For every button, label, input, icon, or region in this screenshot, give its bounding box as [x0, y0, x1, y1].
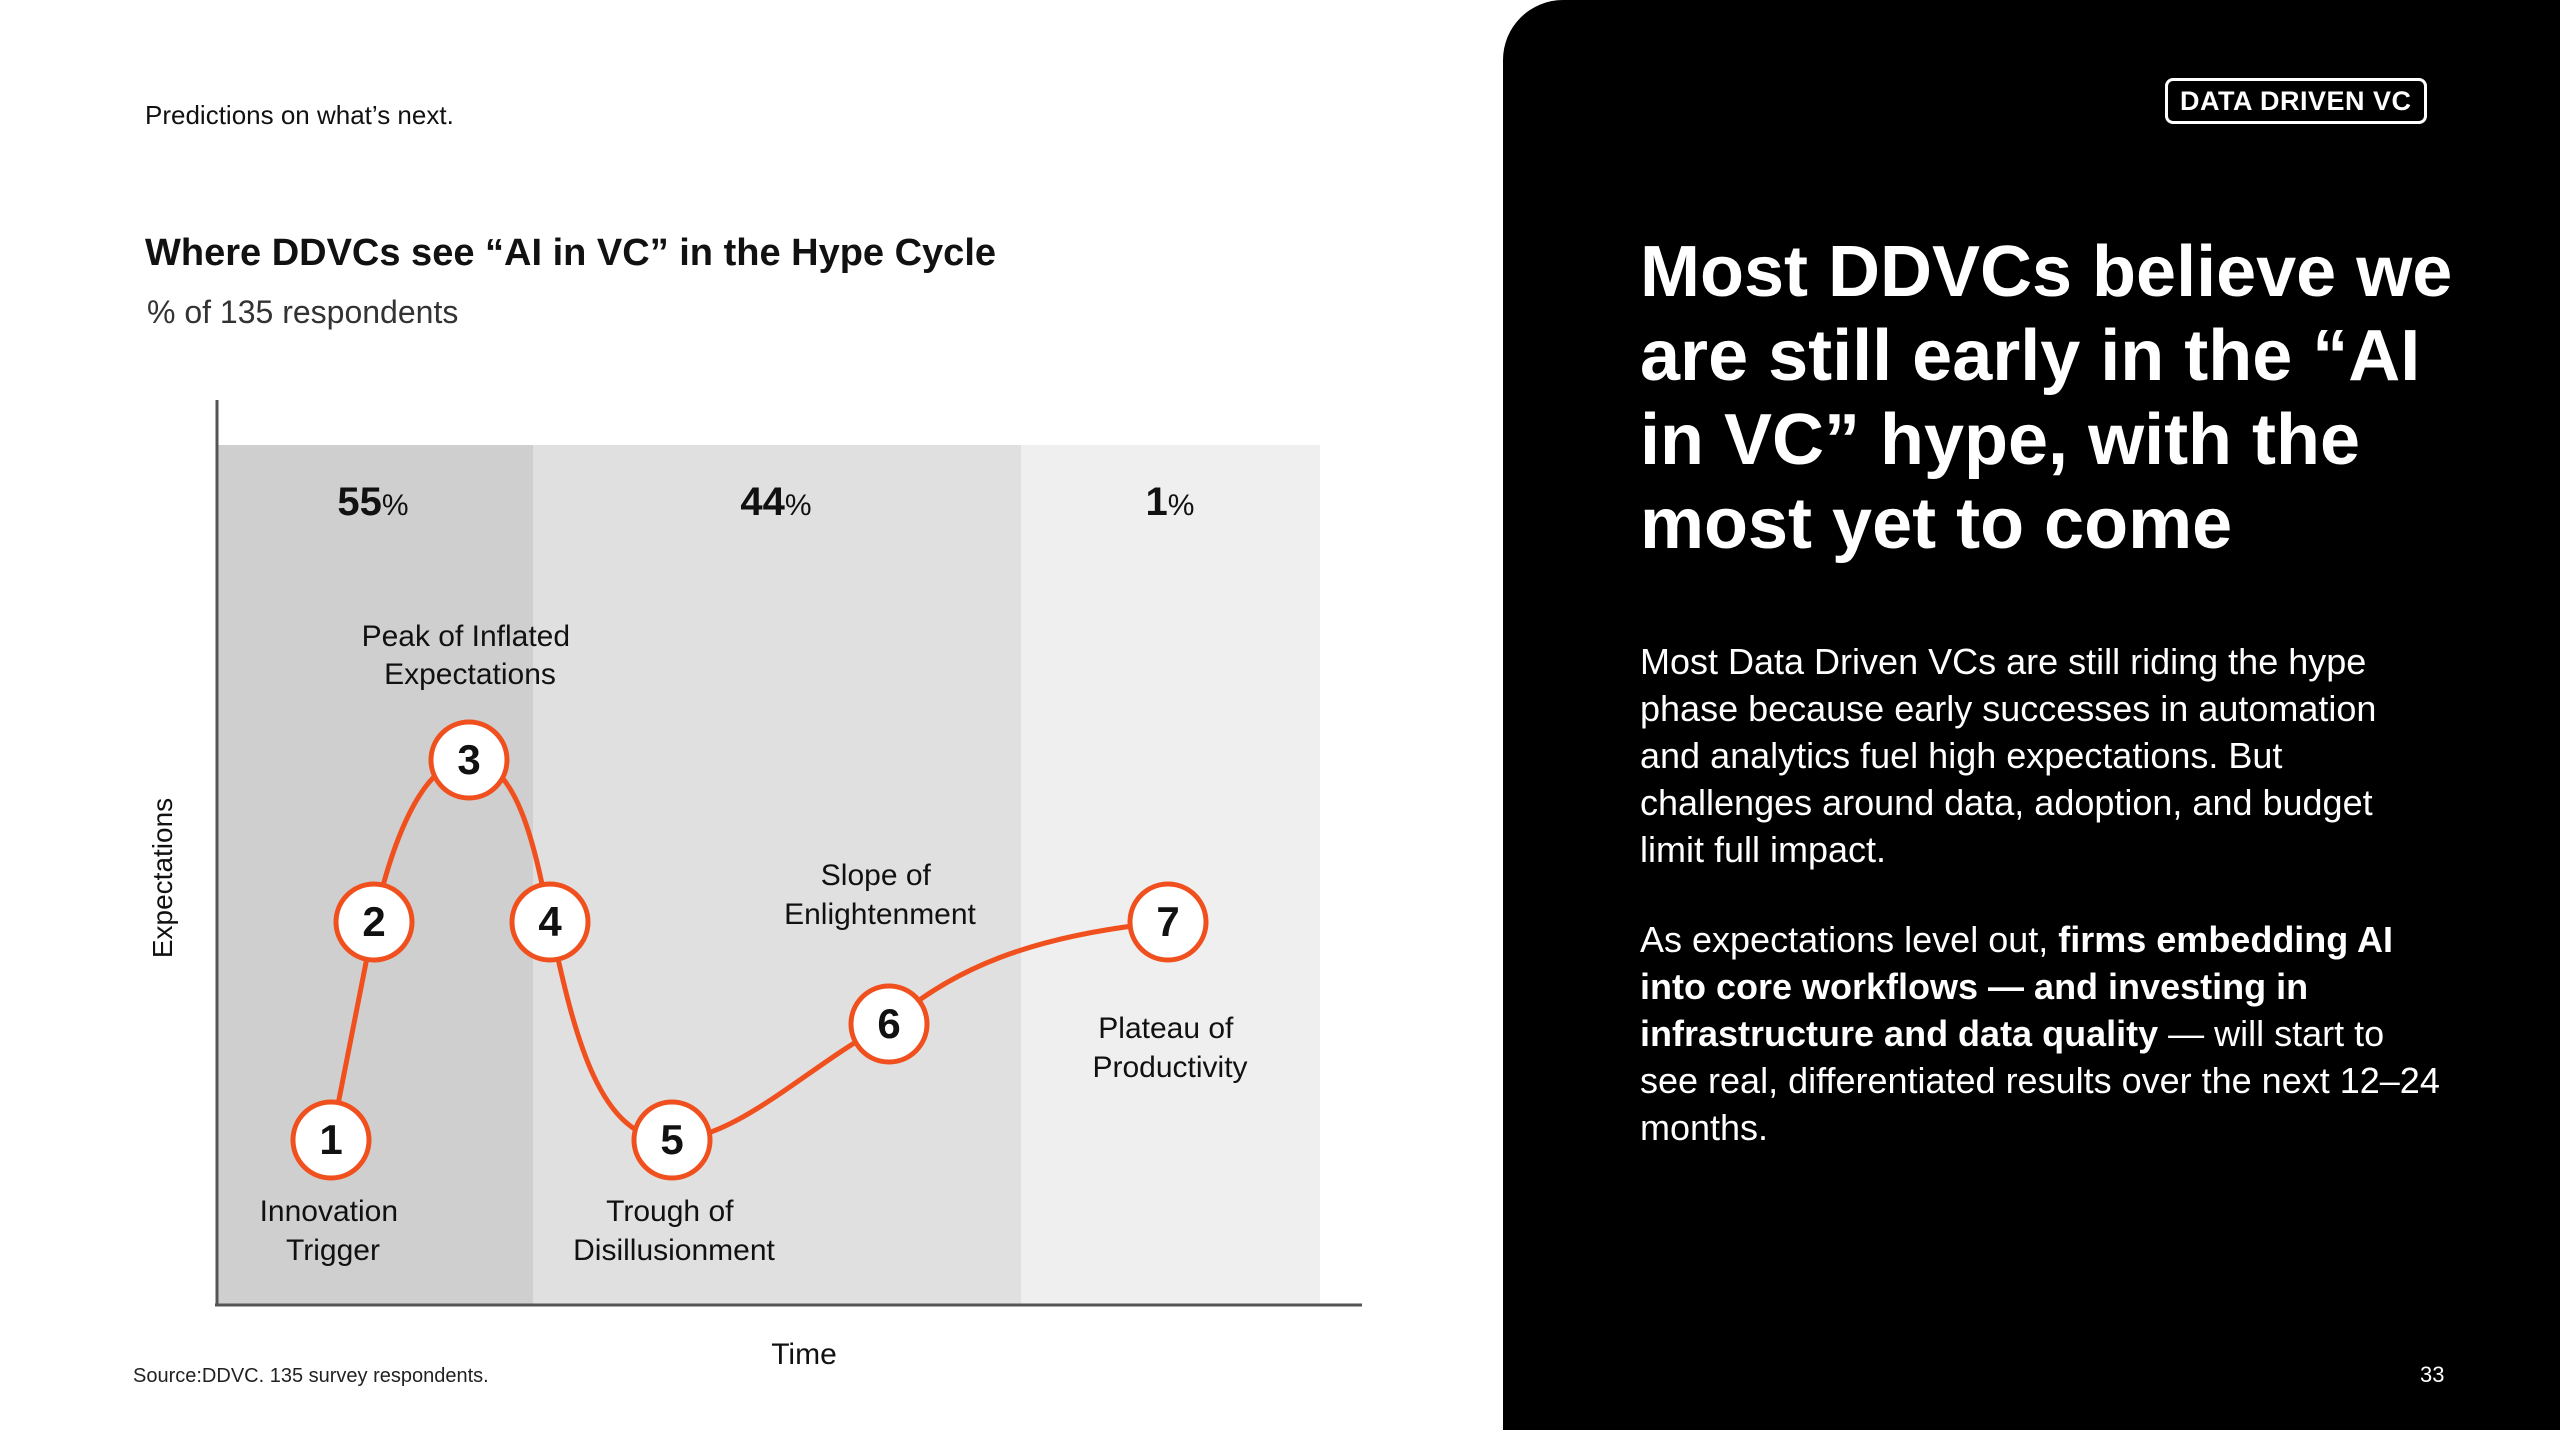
hype-cycle-chart: 55% 44% 1% Time Expectations 1 2 3	[147, 400, 1362, 1371]
panel-paragraph-2: As expectations level out, firms embeddi…	[1640, 916, 2440, 1151]
stage-circle	[290, 1099, 372, 1181]
page-number: 33	[2420, 1362, 2445, 1387]
stage-marker-3: 3	[428, 719, 510, 801]
stage-label-plateau: Plateau of Productivity	[1092, 1012, 1247, 1084]
band-layer	[217, 445, 1320, 1305]
stage-marker-2: 2	[333, 881, 415, 963]
panel-paragraph-1: Most Data Driven VCs are still riding th…	[1640, 641, 2377, 870]
source-note: Source:DDVC. 135 survey respondents.	[133, 1365, 489, 1387]
chart-title: Where DDVCs see “AI in VC” in the Hype C…	[145, 232, 997, 274]
stage-circle	[509, 881, 591, 963]
band-percent-label-1: 55%	[337, 480, 408, 524]
brand-logo: DATA DRIVEN VC	[2165, 78, 2427, 124]
stage-marker-1: 1	[290, 1099, 372, 1181]
stage-circle	[631, 1099, 713, 1181]
panel-headline: Most DDVCs believe we are still early in…	[1640, 232, 2453, 564]
stage-label-peak: Peak of Inflated Expectations	[362, 620, 579, 691]
stage-marker-6: 6	[848, 983, 930, 1065]
stage-number: 2	[362, 898, 385, 945]
stage-label-slope: Slope of Enlightenment	[784, 859, 976, 931]
stage-circle	[848, 983, 930, 1065]
paragraph-2-intro: As expectations level out,	[1640, 919, 2059, 960]
stage-markers: 1 2 3 4 5 6 7	[290, 719, 1209, 1181]
stage-marker-7: 7	[1127, 881, 1209, 963]
stage-marker-5: 5	[631, 1099, 713, 1181]
band-peak-zone	[217, 445, 533, 1305]
stage-label-innovation-trigger: Innovation Trigger	[260, 1195, 407, 1267]
axes: Time Expectations	[147, 400, 1362, 1371]
stage-number: 6	[877, 1000, 900, 1047]
stage-circle	[1127, 881, 1209, 963]
stage-number: 3	[457, 736, 480, 783]
stage-label-trough: Trough of Disillusionment	[573, 1195, 775, 1267]
stage-marker-4: 4	[509, 881, 591, 963]
stage-circle	[428, 719, 510, 801]
stage-number: 4	[538, 898, 562, 945]
takeaway-panel: DATA DRIVEN VC Most DDVCs believe we are…	[1503, 0, 2560, 1430]
paragraph-2-emphasis: firms embedding AI into core workflows —…	[1640, 919, 2393, 1054]
stage-number: 7	[1156, 898, 1179, 945]
stage-number: 5	[660, 1116, 683, 1163]
y-axis-label: Expectations	[147, 798, 178, 958]
stage-number: 1	[319, 1116, 342, 1163]
paragraph-2-rest: — will start to see real, differentiated…	[1640, 1013, 2440, 1148]
chart-subtitle: % of 135 respondents	[147, 294, 459, 330]
left-content: Predictions on what’s next. Where DDVCs …	[133, 100, 1362, 1387]
stage-circle	[333, 881, 415, 963]
section-eyebrow: Predictions on what’s next.	[145, 100, 454, 130]
x-axis-label: Time	[771, 1338, 837, 1371]
band-percent-label-2: 44%	[740, 480, 811, 524]
band-percent-label-3: 1%	[1146, 480, 1195, 524]
band-trough-zone	[533, 445, 1021, 1305]
band-percent-labels: 55% 44% 1%	[337, 480, 1194, 524]
stage-labels: Innovation Trigger Peak of Inflated Expe…	[260, 620, 1248, 1267]
band-plateau-zone	[1021, 445, 1320, 1305]
